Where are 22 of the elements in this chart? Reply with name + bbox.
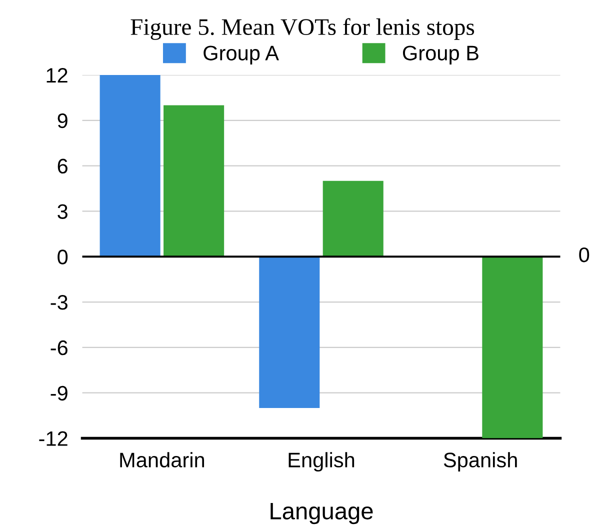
bar [482,256,543,438]
x-tick-label: Mandarin [120,452,204,468]
x-axis-title: Language [270,502,373,524]
bar [322,180,384,257]
legend-label: Group B [402,46,478,65]
text: 0 [579,247,590,262]
y-tick-label: 0 [58,250,68,264]
x-tick-label: Spanish [444,452,517,472]
y-tick-label: 9 [58,113,68,128]
y-tick-label: 12 [46,68,68,83]
y-tick-label: -9 [50,386,68,401]
bar [164,105,224,257]
y-tick-label: -12 [39,431,68,446]
x-tick-label: English [288,452,354,472]
y-tick-label: 3 [58,204,68,219]
chart-title: Figure 5. Mean VOTs for lenis stops [130,18,474,40]
bar [100,74,160,257]
bar [259,256,320,408]
legend-label: Group A [204,46,279,65]
y-tick-label: -3 [50,295,68,310]
y-tick-label: 6 [58,158,68,174]
y-tick-label: -6 [50,340,68,356]
